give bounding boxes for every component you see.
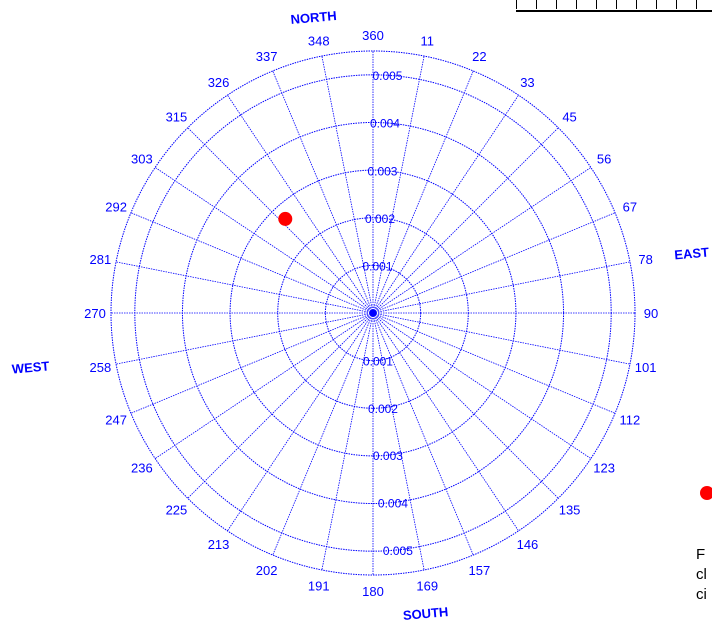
angle-label-24: 270 <box>84 306 106 321</box>
angle-label-4: 45 <box>562 109 576 124</box>
radial-label-south-3: 0.004 <box>378 497 408 511</box>
angle-label-10: 112 <box>619 412 640 427</box>
compass-west: WEST <box>11 358 50 376</box>
spoke-21 <box>154 312 374 459</box>
angle-label-22: 247 <box>105 412 127 427</box>
legend-marker <box>700 486 712 500</box>
angle-label-12: 135 <box>559 503 581 518</box>
spoke-2 <box>372 70 474 314</box>
spoke-10 <box>372 312 616 414</box>
angle-label-14: 157 <box>469 563 491 578</box>
radial-label-north-3: 0.004 <box>370 117 400 131</box>
angle-label-8: 90 <box>644 306 658 321</box>
compass-north: NORTH <box>290 8 337 27</box>
radial-label-north-2: 0.003 <box>367 164 397 178</box>
spoke-7 <box>372 261 631 314</box>
spoke-29 <box>227 94 374 314</box>
radial-label-south-2: 0.003 <box>373 449 403 463</box>
angle-label-0: 360 <box>362 28 384 43</box>
radial-label-north-4: 0.005 <box>372 69 402 83</box>
spoke-11 <box>372 312 592 459</box>
spoke-1 <box>372 55 425 314</box>
angle-label-6: 67 <box>623 200 637 215</box>
angle-label-31: 348 <box>308 33 330 48</box>
spoke-27 <box>154 167 374 314</box>
angle-label-20: 225 <box>166 503 188 518</box>
angle-label-21: 236 <box>131 460 153 475</box>
angle-label-1: 11 <box>420 33 434 48</box>
spoke-13 <box>372 312 519 532</box>
radial-label-south-0: 0.001 <box>363 354 393 368</box>
spoke-5 <box>372 167 592 314</box>
spoke-20 <box>187 312 374 499</box>
compass-south: SOUTH <box>402 604 449 623</box>
spoke-6 <box>372 212 616 314</box>
spoke-19 <box>227 312 374 532</box>
angle-label-26: 292 <box>105 200 127 215</box>
radial-label-north-0: 0.001 <box>362 259 392 273</box>
spoke-26 <box>130 212 374 314</box>
spoke-12 <box>372 312 559 499</box>
spoke-14 <box>372 312 474 556</box>
angle-label-27: 303 <box>131 152 153 167</box>
outer-ring <box>110 50 636 576</box>
spoke-22 <box>130 312 374 414</box>
spoke-18 <box>272 312 374 556</box>
spoke-4 <box>372 127 559 314</box>
angle-label-13: 146 <box>517 537 539 552</box>
spoke-25 <box>115 261 374 314</box>
angle-label-25: 281 <box>89 252 111 267</box>
radial-label-south-4: 0.005 <box>383 544 413 558</box>
angle-label-18: 202 <box>256 563 278 578</box>
caption-text: F cl ci <box>696 546 707 603</box>
spoke-30 <box>272 70 374 314</box>
angle-label-17: 191 <box>308 579 330 594</box>
angle-label-5: 56 <box>597 152 611 167</box>
center-hub <box>370 310 376 316</box>
top-toolbar-strip <box>516 0 712 12</box>
angle-label-30: 337 <box>256 49 278 64</box>
data-point-0 <box>278 211 293 226</box>
spoke-17 <box>321 312 374 571</box>
angle-label-28: 315 <box>166 109 188 124</box>
angle-label-9: 101 <box>635 360 657 375</box>
angle-label-3: 33 <box>520 75 534 90</box>
compass-east: EAST <box>674 245 710 263</box>
angle-label-11: 123 <box>593 460 615 475</box>
angle-label-15: 169 <box>416 579 438 594</box>
angle-label-19: 213 <box>208 537 230 552</box>
angle-label-23: 258 <box>89 360 111 375</box>
angle-label-2: 22 <box>472 49 486 64</box>
angle-label-29: 326 <box>208 75 230 90</box>
spoke-23 <box>115 312 374 365</box>
angle-label-16: 180 <box>362 584 384 599</box>
spoke-3 <box>372 94 519 314</box>
radial-label-north-1: 0.002 <box>365 212 395 226</box>
angle-label-7: 78 <box>638 252 652 267</box>
radial-label-south-1: 0.002 <box>368 402 398 416</box>
spoke-9 <box>372 312 631 365</box>
spoke-31 <box>321 55 374 314</box>
spoke-15 <box>372 312 425 571</box>
